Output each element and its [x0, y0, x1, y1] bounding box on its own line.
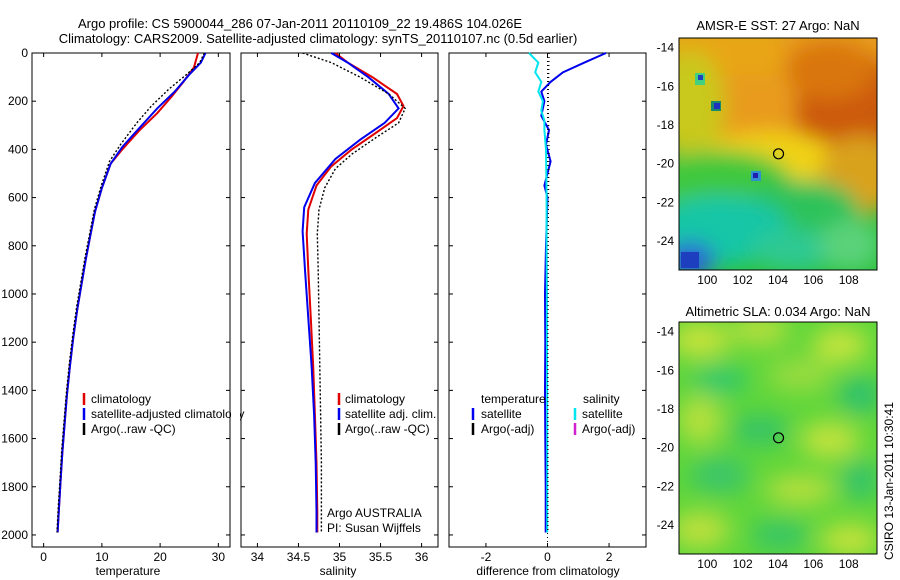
sla_map-ytick-label: -22 [657, 479, 675, 493]
depth-tick-label: 600 [8, 191, 28, 205]
legend-label-climatology: climatology [91, 392, 151, 406]
depth-tick-label: 1000 [1, 287, 28, 301]
legend-label-temp-satellite: satellite [481, 407, 522, 421]
temperature-xtick-label: 0 [40, 550, 47, 564]
sla_map-ytick-label: -20 [657, 441, 675, 455]
legend-label-satellite: satellite-adjusted climatology [91, 407, 244, 421]
sst_map-xtick-label: 104 [768, 273, 788, 287]
temperature-series-satellite [56, 52, 207, 533]
sla_map-ytick-label: -14 [657, 325, 675, 339]
sla_map-ytick-label: -18 [657, 402, 675, 416]
depth-tick-label: 1600 [1, 432, 28, 446]
temperature-series [56, 52, 207, 533]
legend-header-temperature: temperature [481, 392, 546, 406]
argo-country: Argo AUSTRALIA [327, 506, 422, 520]
sst_map-ytick-label: -22 [657, 195, 675, 209]
depth-tick-label: 200 [8, 94, 28, 108]
difference-xlabel: difference from climatology [476, 564, 619, 578]
sst_map-xtick-label: 100 [697, 273, 717, 287]
sla_map-ytick-label: -16 [657, 363, 675, 377]
temperature-xtick-label: 30 [212, 550, 226, 564]
difference-series-temperature-satellite [540, 52, 607, 533]
sla_map-xtick-label: 104 [768, 557, 788, 571]
depth-tick-label: 800 [8, 239, 28, 253]
difference-series-temperature-argo [547, 52, 550, 533]
sst_map-ytick-label: -16 [657, 79, 675, 93]
difference-xtick-label: -2 [481, 550, 492, 564]
difference-xtick-label: 0 [544, 550, 551, 564]
sla-heatmap [679, 322, 877, 554]
pi-name: PI: Susan Wijffels [327, 521, 421, 535]
sla_map-xtick-label: 102 [733, 557, 753, 571]
legend-label-climatology: climatology [345, 392, 405, 406]
sla-float-marker [772, 432, 785, 444]
sla_map-xtick-label: 108 [839, 557, 859, 571]
sla_map-xtick-label: 100 [697, 557, 717, 571]
temperature-xtick-label: 10 [95, 550, 109, 564]
salinity-series [301, 52, 407, 533]
difference-legend: temperature salinity satellite Argo(-adj… [471, 392, 635, 436]
difference-series [528, 52, 607, 533]
sst_map-ytick-label: -24 [657, 234, 675, 248]
salinity-xtick-label: 34.5 [287, 550, 311, 564]
sst_map-ytick-label: -14 [657, 41, 675, 55]
csiro-stamp: CSIRO 13-Jan-2011 10:30:41 [882, 402, 896, 560]
legend-label-satellite: satellite adj. clim. [345, 407, 436, 421]
salinity-xtick-label: 35 [333, 550, 347, 564]
depth-tick-label: 1800 [1, 480, 28, 494]
difference-series-salinity-satellite [528, 52, 549, 533]
sst_map-xtick-label: 106 [803, 273, 823, 287]
sst-map-title: AMSR-E SST: 27 Argo: NaN [696, 18, 859, 33]
difference-xtick-label: 2 [606, 550, 613, 564]
sst_map-xtick-label: 108 [839, 273, 859, 287]
depth-tick-label: 2000 [1, 528, 28, 542]
sst_map-xtick-label: 102 [733, 273, 753, 287]
salinity-xlabel: salinity [320, 564, 357, 578]
temperature-xlabel: temperature [96, 564, 161, 578]
salinity-xtick-label: 36 [415, 550, 429, 564]
salinity-series-satellite [301, 52, 400, 533]
legend-label-argo: Argo(..raw -QC) [345, 422, 430, 436]
salinity-axes [240, 52, 439, 548]
sla-map-title: Altimetric SLA: 0.034 Argo: NaN [686, 304, 871, 319]
depth-tick-label: 400 [8, 142, 28, 156]
sla_map-ytick-label: -24 [657, 518, 675, 532]
sla_map-xtick-label: 106 [803, 557, 823, 571]
salinity-legend: climatology satellite adj. clim. Argo(..… [337, 392, 436, 436]
legend-header-salinity: salinity [583, 392, 620, 406]
header-line2: Climatology: CARS2009. Satellite-adjuste… [59, 31, 578, 46]
salinity-series-argo [302, 52, 407, 533]
sst-axes [678, 37, 878, 271]
legend-clip-mask [231, 390, 240, 430]
header-line1: Argo profile: CS 5900044_286 07-Jan-2011… [78, 16, 522, 31]
legend-label-temp-argo: Argo(-adj) [481, 422, 534, 436]
temperature-legend: climatology satellite-adjusted climatolo… [82, 392, 244, 436]
salinity-xtick-label: 35.5 [369, 550, 393, 564]
temperature-series-argo [56, 52, 206, 533]
sst-float-marker [772, 148, 785, 160]
axis-ticks: 0 10 20 30020040060080010001200140016001800… [1, 38, 877, 571]
sst_map-ytick-label: -20 [657, 157, 675, 171]
legend-label-argo: Argo(..raw -QC) [91, 422, 176, 436]
sst_map-ytick-label: -18 [657, 118, 675, 132]
depth-tick-label: 1200 [1, 335, 28, 349]
depth-tick-label: 0 [21, 46, 28, 60]
temperature-xtick-label: 20 [153, 550, 167, 564]
temperature-axes [31, 52, 231, 548]
legend-label-sal-satellite: satellite [582, 407, 623, 421]
legend-label-sal-argo: Argo(-adj) [582, 422, 635, 436]
sst-heatmap [679, 38, 877, 270]
sla-axes [678, 321, 878, 555]
salinity-xtick-label: 34 [251, 550, 265, 564]
depth-tick-label: 1400 [1, 383, 28, 397]
